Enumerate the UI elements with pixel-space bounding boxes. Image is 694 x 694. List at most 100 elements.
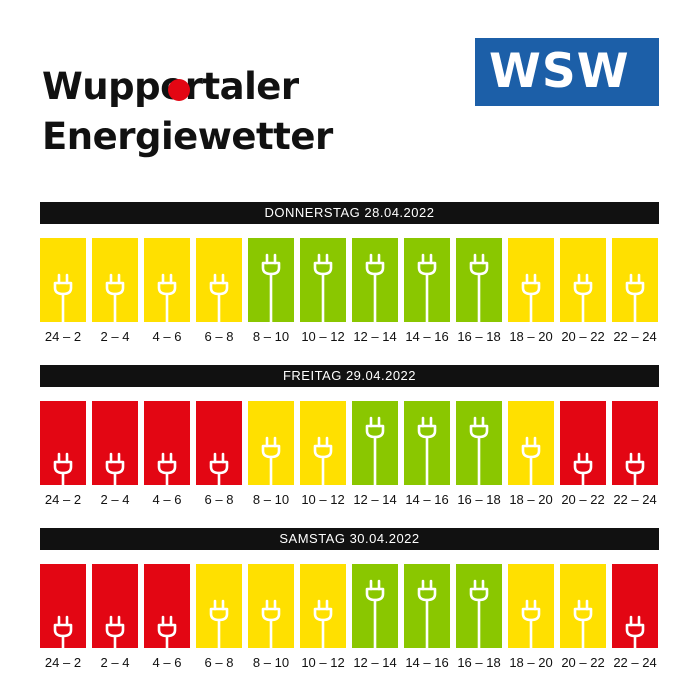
- time-slot: 18 – 20: [508, 401, 554, 513]
- slot-time-label: 4 – 6: [152, 329, 182, 344]
- plug-icon: [365, 253, 385, 322]
- time-slot: 24 – 2: [40, 564, 86, 676]
- time-slot: 12 – 14: [352, 238, 398, 350]
- slot-time-label: 24 – 2: [44, 329, 82, 344]
- slot-level-box: [144, 238, 190, 322]
- time-slot: 22 – 24: [612, 238, 658, 350]
- time-slot: 2 – 4: [92, 564, 138, 676]
- time-slot: 22 – 24: [612, 401, 658, 513]
- time-slot: 10 – 12: [300, 564, 346, 676]
- plug-icon: [469, 416, 489, 485]
- slot-time-label: 18 – 20: [509, 492, 553, 507]
- slot-level-box: [248, 564, 294, 648]
- plug-icon: [157, 615, 177, 648]
- time-slot: 14 – 16: [404, 401, 450, 513]
- time-slot: 2 – 4: [92, 238, 138, 350]
- slot-time-label: 8 – 10: [252, 655, 290, 670]
- slot-level-box: [248, 401, 294, 485]
- plug-icon: [157, 273, 177, 322]
- plug-icon: [313, 599, 333, 648]
- plug-icon: [573, 599, 593, 648]
- slot-time-label: 12 – 14: [353, 655, 397, 670]
- slot-time-label: 22 – 24: [613, 329, 657, 344]
- plug-icon: [521, 599, 541, 648]
- plug-icon: [105, 615, 125, 648]
- slot-time-label: 24 – 2: [44, 655, 82, 670]
- logo-text: WSW: [489, 44, 630, 99]
- plug-icon: [313, 436, 333, 485]
- slot-time-label: 2 – 4: [100, 655, 130, 670]
- plug-icon: [209, 273, 229, 322]
- slot-level-box: [404, 564, 450, 648]
- slot-time-label: 12 – 14: [353, 329, 397, 344]
- day-header: FREITAG 29.04.2022: [40, 365, 659, 387]
- slot-level-box: [40, 238, 86, 322]
- day-friday: FREITAG 29.04.2022 24 – 2 2 – 4 4 – 6 6 – 8…: [40, 365, 659, 507]
- slot-time-label: 20 – 22: [561, 492, 605, 507]
- slot-time-label: 16 – 18: [457, 329, 501, 344]
- plug-icon: [261, 599, 281, 648]
- plug-icon: [521, 273, 541, 322]
- time-slot: 14 – 16: [404, 564, 450, 676]
- slot-time-label: 8 – 10: [252, 492, 290, 507]
- slot-level-box: [40, 564, 86, 648]
- slot-row: 24 – 2 2 – 4 4 – 6 6 – 8 8 – 10 10 – 12 12 – 1…: [40, 238, 659, 350]
- slot-time-label: 14 – 16: [405, 329, 449, 344]
- slot-time-label: 4 – 6: [152, 492, 182, 507]
- plug-icon: [417, 416, 437, 485]
- plug-icon: [53, 615, 73, 648]
- slot-time-label: 18 – 20: [509, 655, 553, 670]
- plug-icon: [105, 273, 125, 322]
- time-slot: 16 – 18: [456, 564, 502, 676]
- wsw-logo: WSW: [475, 38, 659, 106]
- time-slot: 10 – 12: [300, 238, 346, 350]
- slot-time-label: 16 – 18: [457, 492, 501, 507]
- slot-level-box: [92, 564, 138, 648]
- plug-icon: [521, 436, 541, 485]
- plug-icon: [469, 253, 489, 322]
- plug-icon: [573, 452, 593, 485]
- slot-level-box: [560, 238, 606, 322]
- time-slot: 4 – 6: [144, 564, 190, 676]
- slot-time-label: 6 – 8: [204, 492, 234, 507]
- time-slot: 12 – 14: [352, 401, 398, 513]
- plug-icon: [53, 452, 73, 485]
- slot-time-label: 2 – 4: [100, 492, 130, 507]
- slot-level-box: [196, 401, 242, 485]
- slot-level-box: [404, 401, 450, 485]
- plug-icon: [469, 579, 489, 648]
- slot-time-label: 20 – 22: [561, 329, 605, 344]
- time-slot: 20 – 22: [560, 401, 606, 513]
- slot-time-label: 6 – 8: [204, 655, 234, 670]
- plug-icon: [261, 253, 281, 322]
- plug-icon: [209, 452, 229, 485]
- time-slot: 22 – 24: [612, 564, 658, 676]
- slot-level-box: [92, 238, 138, 322]
- slot-level-box: [144, 564, 190, 648]
- slot-time-label: 8 – 10: [252, 329, 290, 344]
- slot-level-box: [508, 238, 554, 322]
- plug-icon: [417, 253, 437, 322]
- slot-level-box: [144, 401, 190, 485]
- day-saturday: SAMSTAG 30.04.2022 24 – 2 2 – 4 4 – 6 6 – 8…: [40, 528, 659, 670]
- day-thursday: DONNERSTAG 28.04.2022 24 – 2 2 – 4 4 – 6 6 …: [40, 202, 659, 344]
- slot-level-box: [456, 401, 502, 485]
- plug-icon: [157, 452, 177, 485]
- time-slot: 4 – 6: [144, 401, 190, 513]
- time-slot: 14 – 16: [404, 238, 450, 350]
- plug-icon: [417, 579, 437, 648]
- time-slot: 16 – 18: [456, 238, 502, 350]
- slot-level-box: [300, 401, 346, 485]
- title-line-2: Energiewetter: [42, 115, 333, 158]
- slot-level-box: [612, 238, 658, 322]
- slot-level-box: [352, 401, 398, 485]
- time-slot: 24 – 2: [40, 401, 86, 513]
- slot-time-label: 16 – 18: [457, 655, 501, 670]
- plug-icon: [365, 416, 385, 485]
- time-slot: 12 – 14: [352, 564, 398, 676]
- time-slot: 16 – 18: [456, 401, 502, 513]
- slot-level-box: [196, 564, 242, 648]
- slot-time-label: 24 – 2: [44, 492, 82, 507]
- slot-time-label: 12 – 14: [353, 492, 397, 507]
- slot-level-box: [352, 238, 398, 322]
